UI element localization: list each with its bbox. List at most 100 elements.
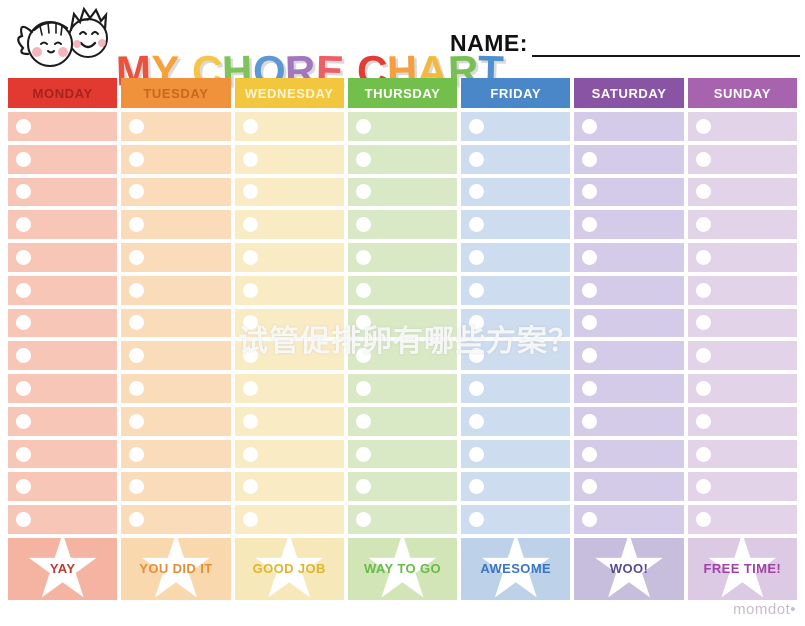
chore-cell[interactable] — [234, 406, 344, 436]
chore-cell[interactable] — [347, 472, 458, 502]
chore-cell[interactable] — [461, 210, 571, 240]
chore-cell[interactable] — [687, 144, 797, 174]
chore-cell[interactable] — [234, 308, 344, 338]
checkbox-circle[interactable] — [129, 413, 145, 429]
checkbox-circle[interactable] — [469, 118, 485, 134]
checkbox-circle[interactable] — [695, 282, 711, 298]
checkbox-circle[interactable] — [242, 217, 258, 233]
chore-cell[interactable] — [461, 472, 571, 502]
chore-cell[interactable] — [347, 341, 458, 371]
chore-cell[interactable] — [8, 308, 118, 338]
chore-cell[interactable] — [347, 210, 458, 240]
chore-cell[interactable] — [687, 177, 797, 207]
chore-cell[interactable] — [234, 210, 344, 240]
chore-cell[interactable] — [574, 275, 684, 305]
chore-cell[interactable] — [121, 472, 231, 502]
checkbox-circle[interactable] — [355, 446, 371, 462]
checkbox-circle[interactable] — [695, 118, 711, 134]
checkbox-circle[interactable] — [582, 381, 598, 397]
checkbox-circle[interactable] — [695, 512, 711, 528]
chore-cell[interactable] — [574, 177, 684, 207]
chore-cell[interactable] — [687, 275, 797, 305]
chore-cell[interactable] — [121, 275, 231, 305]
chore-cell[interactable] — [687, 406, 797, 436]
chore-cell[interactable] — [574, 439, 684, 469]
chore-cell[interactable] — [347, 406, 458, 436]
checkbox-circle[interactable] — [469, 217, 485, 233]
checkbox-circle[interactable] — [469, 413, 485, 429]
checkbox-circle[interactable] — [355, 381, 371, 397]
chore-cell[interactable] — [234, 112, 344, 141]
checkbox-circle[interactable] — [16, 217, 31, 233]
chore-cell[interactable] — [8, 439, 118, 469]
checkbox-circle[interactable] — [129, 348, 145, 364]
chore-cell[interactable] — [234, 275, 344, 305]
checkbox-circle[interactable] — [695, 249, 711, 265]
checkbox-circle[interactable] — [355, 217, 371, 233]
chore-cell[interactable] — [121, 406, 231, 436]
checkbox-circle[interactable] — [355, 282, 371, 298]
chore-cell[interactable] — [121, 341, 231, 371]
checkbox-circle[interactable] — [582, 118, 598, 134]
checkbox-circle[interactable] — [695, 413, 711, 429]
chore-cell[interactable] — [347, 112, 458, 141]
checkbox-circle[interactable] — [469, 151, 485, 167]
chore-cell[interactable] — [347, 308, 458, 338]
checkbox-circle[interactable] — [582, 282, 598, 298]
chore-cell[interactable] — [121, 439, 231, 469]
checkbox-circle[interactable] — [16, 118, 31, 134]
chore-cell[interactable] — [687, 112, 797, 141]
checkbox-circle[interactable] — [355, 413, 371, 429]
checkbox-circle[interactable] — [16, 479, 31, 495]
checkbox-circle[interactable] — [582, 249, 598, 265]
checkbox-circle[interactable] — [582, 151, 598, 167]
checkbox-circle[interactable] — [129, 512, 145, 528]
chore-cell[interactable] — [574, 406, 684, 436]
chore-cell[interactable] — [234, 177, 344, 207]
checkbox-circle[interactable] — [16, 348, 31, 364]
checkbox-circle[interactable] — [469, 184, 485, 200]
checkbox-circle[interactable] — [695, 479, 711, 495]
checkbox-circle[interactable] — [242, 479, 258, 495]
chore-cell[interactable] — [461, 308, 571, 338]
checkbox-circle[interactable] — [469, 348, 485, 364]
checkbox-circle[interactable] — [129, 282, 145, 298]
checkbox-circle[interactable] — [16, 512, 31, 528]
checkbox-circle[interactable] — [582, 512, 598, 528]
checkbox-circle[interactable] — [582, 348, 598, 364]
chore-cell[interactable] — [347, 374, 458, 403]
checkbox-circle[interactable] — [129, 118, 145, 134]
chore-cell[interactable] — [234, 144, 344, 174]
chore-cell[interactable] — [461, 177, 571, 207]
checkbox-circle[interactable] — [16, 315, 31, 331]
chore-cell[interactable] — [8, 177, 118, 207]
chore-cell[interactable] — [121, 210, 231, 240]
checkbox-circle[interactable] — [582, 184, 598, 200]
checkbox-circle[interactable] — [242, 249, 258, 265]
checkbox-circle[interactable] — [469, 315, 485, 331]
chore-cell[interactable] — [121, 374, 231, 403]
chore-cell[interactable] — [8, 472, 118, 502]
chore-cell[interactable] — [8, 406, 118, 436]
checkbox-circle[interactable] — [355, 479, 371, 495]
chore-cell[interactable] — [8, 210, 118, 240]
chore-cell[interactable] — [8, 112, 118, 141]
chore-cell[interactable] — [687, 341, 797, 371]
checkbox-circle[interactable] — [355, 118, 371, 134]
chore-cell[interactable] — [347, 177, 458, 207]
checkbox-circle[interactable] — [242, 315, 258, 331]
chore-cell[interactable] — [461, 374, 571, 403]
chore-cell[interactable] — [234, 243, 344, 272]
checkbox-circle[interactable] — [16, 249, 31, 265]
checkbox-circle[interactable] — [469, 249, 485, 265]
checkbox-circle[interactable] — [469, 512, 485, 528]
checkbox-circle[interactable] — [16, 151, 31, 167]
chore-cell[interactable] — [234, 505, 344, 534]
checkbox-circle[interactable] — [469, 446, 485, 462]
checkbox-circle[interactable] — [242, 184, 258, 200]
checkbox-circle[interactable] — [242, 381, 258, 397]
checkbox-circle[interactable] — [242, 446, 258, 462]
chore-cell[interactable] — [574, 144, 684, 174]
chore-cell[interactable] — [8, 505, 118, 534]
chore-cell[interactable] — [574, 505, 684, 534]
